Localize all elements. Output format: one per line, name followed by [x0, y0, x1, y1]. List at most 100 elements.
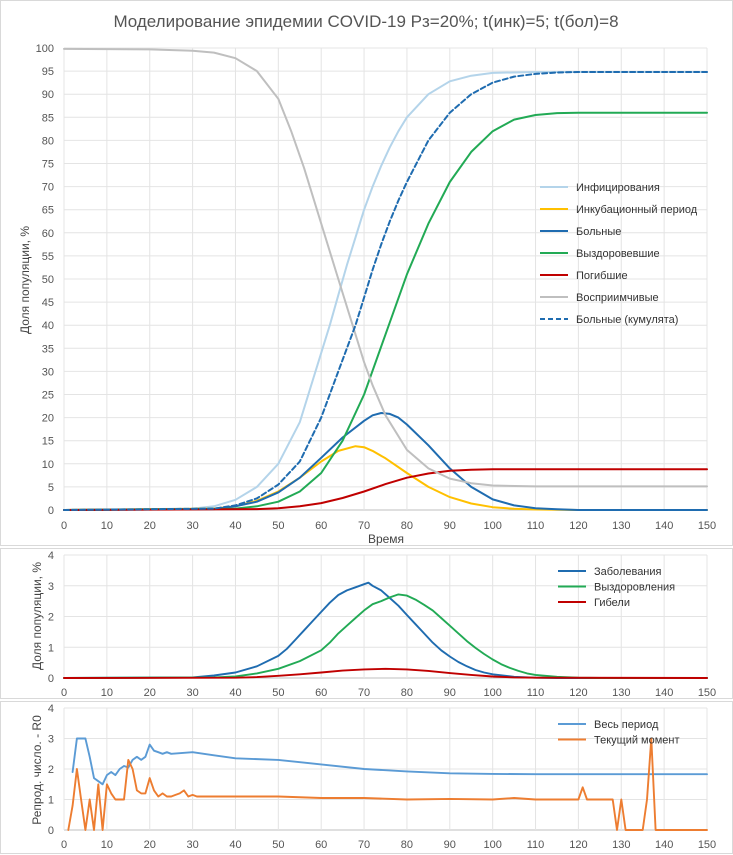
legend-label: Инфицирования — [576, 182, 660, 194]
y-tick-label: 60 — [42, 228, 54, 240]
x-tick-label: 50 — [272, 839, 284, 851]
x-tick-label: 150 — [698, 520, 716, 532]
x-tick-label: 100 — [483, 687, 501, 699]
y-tick-label: 2 — [48, 764, 54, 776]
y-tick-label: 3 — [48, 734, 54, 746]
y-tick-label: 25 — [42, 390, 54, 402]
y-tick-label: 1 — [48, 795, 54, 807]
legend-label: Инкубационный период — [576, 204, 698, 216]
x-tick-label: 140 — [655, 839, 673, 851]
y-tick-label: 45 — [42, 297, 54, 309]
x-tick-label: 110 — [527, 687, 545, 699]
main-y-axis-title: Доля популяции, % — [18, 226, 32, 334]
x-tick-label: 100 — [483, 839, 501, 851]
x-tick-label: 80 — [401, 687, 413, 699]
series-line-1-1 — [63, 593, 708, 679]
legend-label: Выздоровления — [594, 582, 675, 594]
legend-label: Выздоровевшие — [576, 248, 660, 260]
x-tick-label: 70 — [358, 687, 370, 699]
x-tick-label: 80 — [401, 520, 413, 532]
x-tick-label: 140 — [655, 687, 673, 699]
x-tick-label: 10 — [101, 520, 113, 532]
legend-label: Заболевания — [594, 566, 662, 578]
series-line-1-2 — [63, 667, 708, 679]
series-line-2-1 — [67, 737, 708, 831]
y-tick-label: 80 — [42, 135, 54, 147]
chart-title: Моделирование эпидемии COVID-19 Рз=20%; … — [113, 12, 618, 31]
y-tick-label: 85 — [42, 112, 54, 124]
x-tick-label: 50 — [272, 520, 284, 532]
series-line-0-5 — [63, 47, 708, 488]
y-tick-label: 0 — [48, 673, 54, 685]
x-tick-label: 110 — [527, 839, 545, 851]
y-tick-label: 65 — [42, 205, 54, 217]
main-x-axis-title: Время — [368, 532, 404, 546]
series-line-0-2 — [63, 412, 708, 511]
y-tick-label: 20 — [42, 413, 54, 425]
tick-layer: 0510152025303540455055606570758085909510… — [36, 43, 717, 851]
x-tick-label: 30 — [186, 687, 198, 699]
legend-label: Больные (кумулята) — [576, 314, 678, 326]
panel-main-frame — [0, 0, 733, 546]
legend-label: Восприимчивые — [576, 292, 659, 304]
y-tick-label: 40 — [42, 320, 54, 332]
legend-label: Весь период — [594, 719, 659, 731]
y-tick-label: 2 — [48, 612, 54, 624]
y-tick-label: 15 — [42, 436, 54, 448]
x-tick-label: 60 — [315, 520, 327, 532]
y-tick-label: 5 — [48, 482, 54, 494]
series-line-0-0 — [63, 71, 708, 511]
series-line-2-0 — [71, 737, 708, 786]
r0-y-axis-title: Репрод. число. - R0 — [30, 715, 44, 825]
y-tick-label: 0 — [48, 825, 54, 837]
x-tick-label: 140 — [655, 520, 673, 532]
x-tick-label: 40 — [229, 520, 241, 532]
x-tick-label: 150 — [698, 839, 716, 851]
x-tick-label: 90 — [444, 520, 456, 532]
x-tick-label: 120 — [569, 839, 587, 851]
y-tick-label: 1 — [48, 642, 54, 654]
x-tick-label: 130 — [612, 839, 630, 851]
x-tick-label: 40 — [229, 687, 241, 699]
x-tick-label: 30 — [186, 520, 198, 532]
x-tick-label: 30 — [186, 839, 198, 851]
x-tick-label: 10 — [101, 687, 113, 699]
x-tick-label: 130 — [612, 687, 630, 699]
x-tick-label: 60 — [315, 839, 327, 851]
x-tick-label: 20 — [144, 520, 156, 532]
series-line-0-6 — [63, 71, 708, 511]
x-tick-label: 10 — [101, 839, 113, 851]
panel-rates-frame — [0, 548, 733, 699]
x-tick-label: 80 — [401, 839, 413, 851]
x-tick-label: 60 — [315, 687, 327, 699]
y-tick-label: 90 — [42, 89, 54, 101]
x-tick-label: 20 — [144, 839, 156, 851]
y-tick-label: 75 — [42, 159, 54, 171]
x-tick-label: 0 — [61, 839, 67, 851]
legend-label: Текущий момент — [594, 735, 680, 747]
x-tick-label: 0 — [61, 687, 67, 699]
y-tick-label: 4 — [48, 703, 54, 715]
x-tick-label: 20 — [144, 687, 156, 699]
x-tick-label: 0 — [61, 520, 67, 532]
x-tick-label: 70 — [358, 520, 370, 532]
panel-r0-frame — [0, 701, 733, 854]
y-tick-label: 10 — [42, 459, 54, 471]
y-tick-label: 70 — [42, 182, 54, 194]
y-tick-label: 95 — [42, 66, 54, 78]
legend-label: Погибшие — [576, 270, 628, 282]
x-tick-label: 110 — [527, 520, 545, 532]
series-line-0-3 — [63, 111, 708, 511]
x-tick-label: 40 — [229, 839, 241, 851]
legend-layer: Инфицирования Инкубационный период Больные… — [540, 182, 698, 747]
x-tick-label: 100 — [483, 520, 501, 532]
x-tick-label: 120 — [569, 520, 587, 532]
y-tick-label: 3 — [48, 581, 54, 593]
y-tick-label: 0 — [48, 505, 54, 517]
y-tick-label: 50 — [42, 274, 54, 286]
legend-label: Гибели — [594, 597, 630, 609]
y-tick-label: 55 — [42, 251, 54, 263]
x-tick-label: 130 — [612, 520, 630, 532]
x-tick-label: 150 — [698, 687, 716, 699]
